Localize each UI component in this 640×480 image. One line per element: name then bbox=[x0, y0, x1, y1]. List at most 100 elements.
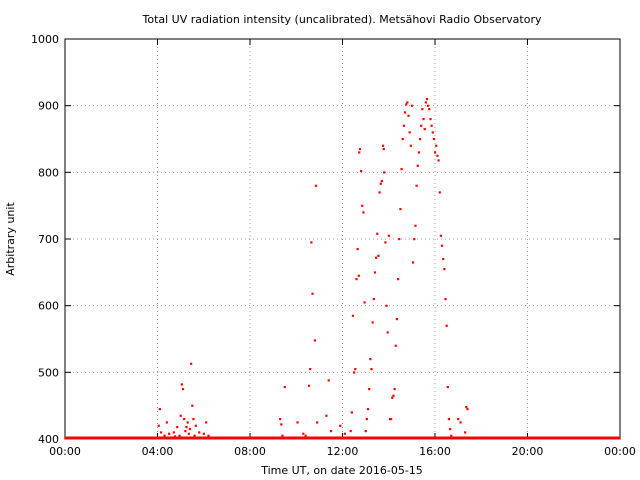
data-point bbox=[176, 426, 179, 429]
data-point bbox=[307, 384, 311, 387]
data-point bbox=[409, 144, 412, 147]
data-point bbox=[379, 182, 382, 185]
data-point bbox=[466, 408, 469, 411]
data-point bbox=[388, 418, 392, 421]
data-point bbox=[392, 394, 395, 397]
data-point bbox=[186, 421, 189, 424]
data-point bbox=[181, 388, 185, 391]
x-tick-label: 16:00 bbox=[419, 445, 451, 458]
data-point bbox=[329, 430, 333, 433]
data-point bbox=[343, 432, 347, 435]
data-point bbox=[442, 258, 445, 261]
data-point bbox=[468, 436, 471, 439]
data-point bbox=[357, 274, 360, 277]
data-point bbox=[325, 414, 328, 417]
data-point bbox=[429, 118, 432, 121]
data-point bbox=[180, 383, 183, 386]
data-point bbox=[205, 421, 208, 424]
data-point bbox=[311, 292, 314, 295]
data-point bbox=[184, 430, 187, 433]
data-point bbox=[395, 318, 399, 321]
data-point bbox=[163, 434, 166, 437]
data-point bbox=[464, 431, 467, 434]
data-point bbox=[314, 184, 318, 187]
data-point bbox=[425, 98, 429, 101]
x-tick-label: 20:00 bbox=[512, 445, 544, 458]
data-point bbox=[432, 138, 436, 141]
data-point bbox=[362, 211, 365, 214]
data-point bbox=[302, 432, 305, 435]
data-point bbox=[449, 428, 452, 431]
data-point bbox=[168, 432, 171, 435]
data-point bbox=[183, 418, 186, 421]
data-point bbox=[353, 371, 356, 374]
y-tick-label: 700 bbox=[38, 233, 59, 246]
data-point bbox=[187, 432, 190, 435]
data-point bbox=[438, 191, 441, 194]
y-tick-label: 800 bbox=[38, 166, 59, 179]
data-point bbox=[385, 304, 388, 307]
data-point bbox=[390, 418, 393, 421]
data-point bbox=[310, 241, 313, 244]
data-point bbox=[400, 168, 403, 171]
data-point bbox=[170, 436, 173, 439]
data-point bbox=[408, 131, 411, 134]
data-point bbox=[280, 423, 283, 426]
data-point bbox=[416, 164, 419, 167]
data-point bbox=[366, 408, 370, 411]
y-tick-label: 600 bbox=[38, 300, 59, 313]
data-point bbox=[173, 435, 177, 438]
data-point bbox=[355, 278, 358, 281]
data-point bbox=[373, 271, 377, 274]
data-point bbox=[188, 428, 192, 431]
data-point bbox=[192, 418, 195, 421]
data-point bbox=[412, 261, 415, 264]
data-point bbox=[397, 278, 400, 281]
data-point bbox=[279, 418, 282, 421]
data-point bbox=[358, 151, 361, 154]
data-point bbox=[431, 131, 434, 134]
data-point bbox=[281, 434, 284, 437]
y-tick-label: 500 bbox=[38, 366, 59, 379]
data-point bbox=[179, 414, 182, 417]
data-point bbox=[376, 232, 379, 235]
data-point bbox=[350, 411, 353, 414]
data-point bbox=[410, 104, 414, 107]
data-point bbox=[405, 103, 408, 106]
data-point bbox=[209, 436, 212, 439]
data-point bbox=[318, 436, 321, 439]
data-point bbox=[191, 404, 194, 407]
data-point bbox=[436, 154, 439, 157]
data-point bbox=[193, 434, 196, 437]
data-point bbox=[393, 388, 396, 391]
data-point bbox=[351, 314, 355, 317]
data-point bbox=[292, 436, 296, 439]
data-point bbox=[371, 321, 374, 324]
data-point bbox=[165, 421, 168, 424]
data-point bbox=[198, 431, 201, 434]
x-tick-label: 08:00 bbox=[234, 445, 266, 458]
data-point bbox=[358, 148, 362, 151]
data-point bbox=[158, 408, 162, 411]
data-point bbox=[401, 138, 404, 141]
data-point bbox=[372, 298, 375, 301]
data-point bbox=[444, 298, 447, 301]
data-point bbox=[172, 431, 175, 434]
data-point bbox=[316, 421, 319, 424]
data-point bbox=[435, 144, 438, 147]
data-point bbox=[430, 124, 433, 127]
data-point bbox=[437, 159, 440, 162]
data-point bbox=[378, 191, 381, 194]
data-point bbox=[398, 238, 401, 241]
data-point bbox=[370, 368, 373, 371]
data-point bbox=[422, 118, 425, 121]
data-point bbox=[195, 436, 199, 439]
data-point bbox=[450, 434, 453, 437]
x-axis-label: Time UT, on date 2016-05-15 bbox=[260, 464, 423, 477]
x-axis: 00:00 04:00 08:00 12:00 16:00 20:00 00:00 bbox=[49, 39, 636, 458]
data-point bbox=[418, 138, 422, 141]
data-point bbox=[457, 418, 460, 421]
y-tick-label: 900 bbox=[38, 100, 59, 113]
data-point bbox=[361, 204, 364, 207]
